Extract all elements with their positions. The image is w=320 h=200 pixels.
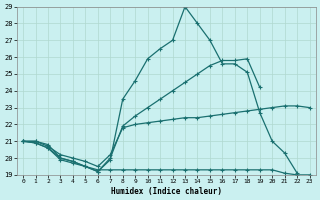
X-axis label: Humidex (Indice chaleur): Humidex (Indice chaleur) (111, 187, 222, 196)
